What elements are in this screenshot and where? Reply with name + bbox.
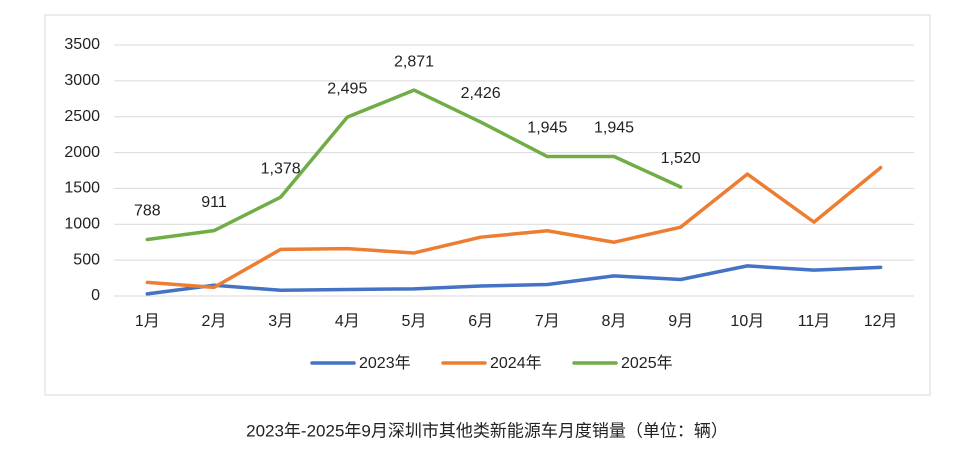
y-tick-label: 2000: [64, 144, 100, 161]
data-label: 1,945: [594, 120, 634, 137]
x-tick-label: 7月: [535, 313, 560, 330]
legend-label: 2023年: [359, 354, 411, 372]
y-tick-label: 500: [73, 251, 100, 268]
data-label: 2,495: [327, 80, 367, 97]
data-label: 2,426: [461, 85, 501, 102]
y-tick-label: 3500: [64, 36, 100, 53]
data-label: 1,945: [527, 120, 567, 137]
x-tick-label: 2月: [202, 313, 227, 330]
x-tick-label: 11月: [798, 313, 831, 330]
data-label: 788: [134, 203, 161, 220]
y-tick-label: 1500: [64, 180, 100, 197]
series-line: [145, 88, 683, 242]
chart-frame: [44, 14, 931, 396]
y-tick-label: 0: [91, 287, 100, 304]
legend-label: 2024年: [490, 354, 542, 372]
data-label: 1,378: [261, 160, 301, 177]
y-tick-label: 3000: [64, 72, 100, 89]
x-tick-label: 9月: [668, 313, 693, 330]
data-label: 1,520: [661, 150, 701, 167]
data-label: 2,871: [394, 53, 434, 70]
series-line: [145, 165, 883, 290]
x-tick-label: 8月: [602, 313, 627, 330]
y-tick-label: 1000: [64, 216, 100, 233]
series-line: [145, 264, 883, 296]
chart-title: 2023年-2025年9月深圳市其他类新能源车月度销量（单位：辆）: [246, 421, 728, 440]
data-label: 911: [201, 194, 227, 211]
y-tick-label: 2500: [64, 108, 100, 125]
x-tick-label: 10月: [730, 313, 764, 330]
legend-label: 2025年: [621, 354, 673, 372]
x-tick-label: 1月: [135, 313, 160, 330]
x-tick-label: 6月: [468, 313, 493, 330]
x-tick-label: 12月: [864, 313, 898, 330]
x-tick-label: 4月: [335, 313, 360, 330]
x-tick-label: 5月: [402, 313, 427, 330]
x-tick-label: 3月: [268, 313, 293, 330]
